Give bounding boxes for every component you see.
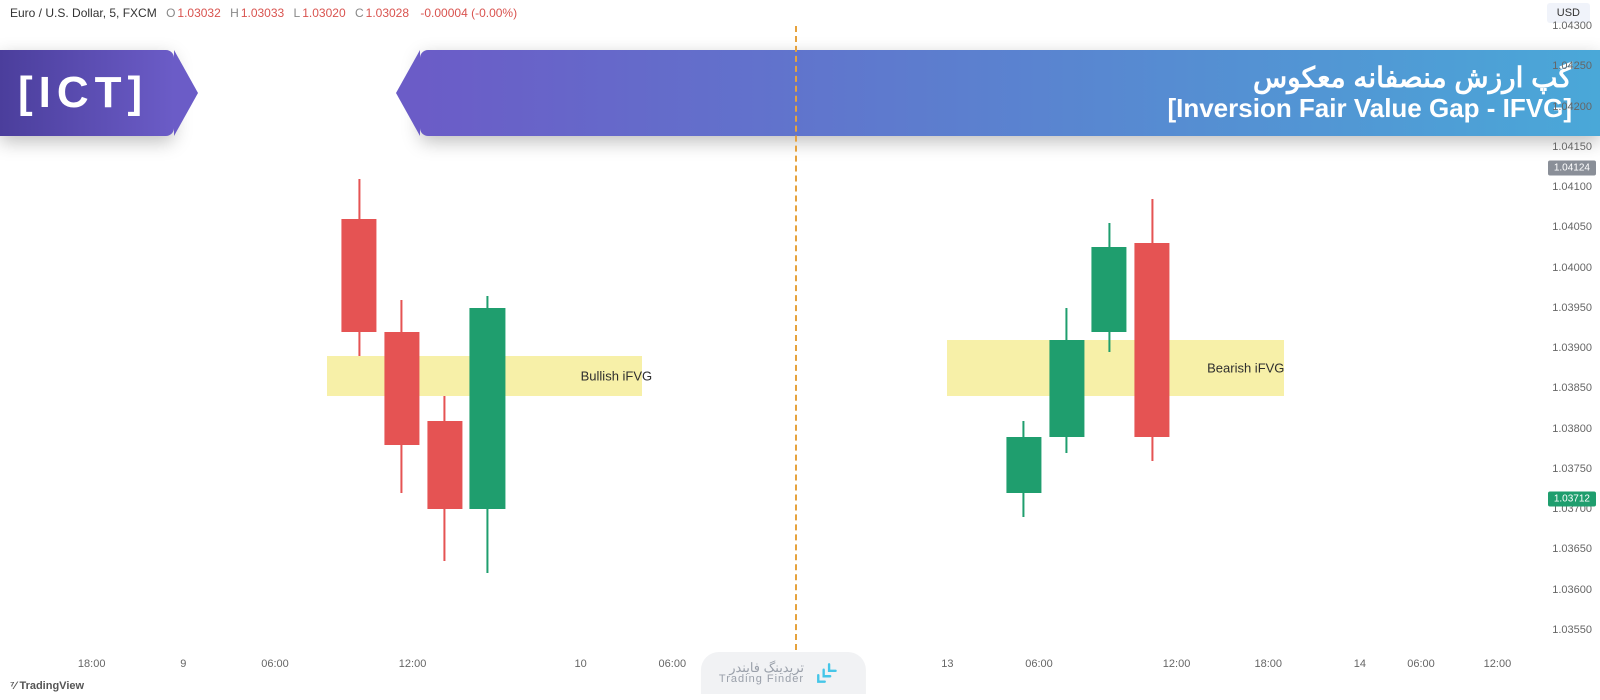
candle-bull[interactable] [1049,26,1084,650]
price-axis[interactable]: 1.04300 1.04250 1.04200 1.04150 1.04100 1.040… [1528,0,1600,670]
price-tick: 1.03600 [1552,584,1592,596]
fvg-zone-label: Bearish iFVG [1207,361,1284,376]
price-tick: 1.04100 [1552,181,1592,193]
price-tick: 1.03650 [1552,543,1592,555]
ohlc-h-label: H [230,6,239,20]
candle-bear[interactable] [427,26,462,650]
price-tick: 1.03850 [1552,382,1592,394]
candle-bear[interactable] [384,26,419,650]
candle-bull[interactable] [470,26,505,650]
price-badge: 1.03712 [1548,492,1596,507]
time-tick: 9 [180,658,186,670]
price-tick: 1.03950 [1552,302,1592,314]
price-badge: 1.04124 [1548,160,1596,175]
time-tick: 06:00 [1025,658,1053,670]
price-tick: 1.04200 [1552,101,1592,113]
ohlc-o-label: O [166,6,175,20]
chart-root: Euro / U.S. Dollar, 5, FXCM O1.03032 H1.… [0,0,1600,700]
price-tick: 1.04150 [1552,141,1592,153]
time-tick: 06:00 [1407,658,1435,670]
time-tick: 10 [575,658,587,670]
candle-bull[interactable] [1092,26,1127,650]
time-tick: 18:00 [1254,658,1282,670]
chart-area[interactable]: Bullish iFVG Bearish iFVG [0,26,1528,650]
time-tick: 12:00 [1484,658,1512,670]
price-tick: 1.03800 [1552,423,1592,435]
tradingfinder-en: Trading Finder [719,674,804,685]
time-tick: 12:00 [399,658,427,670]
ohlc-l-label: L [294,6,301,20]
time-tick: 13 [941,658,953,670]
price-tick: 1.04250 [1552,60,1592,72]
time-tick: 12:00 [1163,658,1191,670]
time-tick: 14 [1354,658,1366,670]
price-tick: 1.03900 [1552,342,1592,354]
time-tick: 18:00 [78,658,106,670]
instrument-ticker: Euro / U.S. Dollar, 5, FXCM O1.03032 H1.… [10,6,517,20]
session-divider [795,26,797,650]
candle-bull[interactable] [1006,26,1041,650]
time-tick: 06:00 [261,658,289,670]
ohlc-change: -0.00004 (-0.00%) [420,6,517,20]
price-tick: 1.04000 [1552,262,1592,274]
ohlc-c: 1.03028 [366,6,409,20]
fvg-zone-label: Bullish iFVG [581,369,653,384]
candle-bear[interactable] [1135,26,1170,650]
price-tick: 1.04050 [1552,221,1592,233]
tradingview-logo: ⁷⁄ TradingView [10,680,84,692]
instrument-name: Euro / U.S. Dollar, 5, FXCM [10,6,157,20]
tradingfinder-icon [814,660,840,686]
tradingfinder-logo: تریدینگ فایندر Trading Finder [701,652,866,694]
ohlc-o: 1.03032 [177,6,220,20]
ohlc-h: 1.03033 [241,6,284,20]
price-tick: 1.03750 [1552,463,1592,475]
candle-bear[interactable] [342,26,377,650]
price-tick: 1.04300 [1552,20,1592,32]
ohlc-l: 1.03020 [302,6,345,20]
ohlc-c-label: C [355,6,364,20]
time-tick: 06:00 [659,658,687,670]
price-tick: 1.03550 [1552,624,1592,636]
tradingview-label: TradingView [19,680,84,692]
